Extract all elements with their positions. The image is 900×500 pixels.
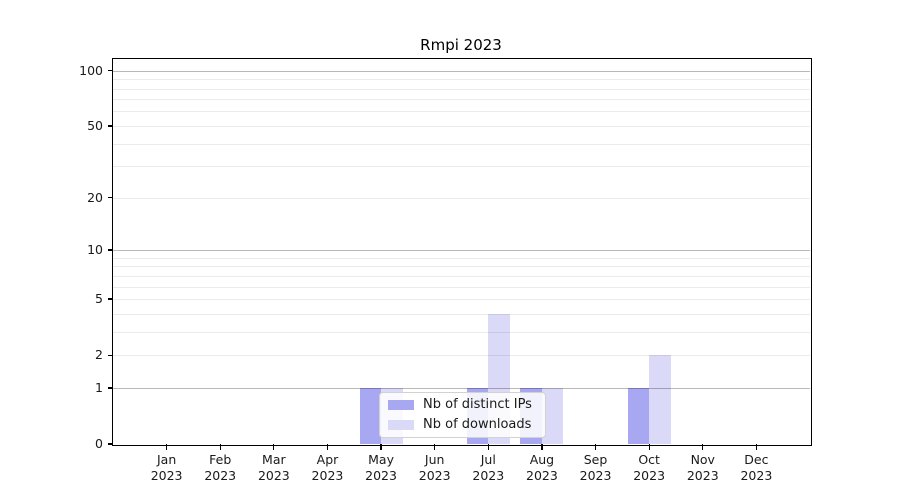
x-tick-year: 2023: [579, 467, 612, 483]
x-tick-month: Aug: [529, 452, 555, 467]
x-tick-label: Feb 2023: [192, 452, 248, 483]
x-axis-tick: [434, 444, 436, 450]
x-tick-year: 2023: [633, 467, 666, 483]
x-tick-label: Jul 2023: [460, 452, 516, 483]
bar-distinct-ips-oct: [627, 387, 650, 444]
x-tick-label: Oct 2023: [621, 452, 677, 483]
legend-item-distinct-ips: Nb of distinct IPs: [388, 398, 537, 412]
x-tick-year: 2023: [150, 467, 183, 483]
x-tick-year: 2023: [365, 467, 397, 483]
y-axis-tick: [107, 387, 113, 389]
y-axis-tick: [107, 354, 113, 356]
legend-item-downloads: Nb of downloads: [388, 418, 537, 432]
gridline-major: [113, 250, 810, 252]
y-tick-label: 20: [87, 189, 103, 205]
y-axis-tick: [107, 249, 113, 251]
gridline-minor: [113, 355, 810, 357]
gridline-minor: [113, 286, 810, 288]
x-tick-month: Nov: [690, 452, 715, 467]
x-tick-month: Oct: [638, 452, 660, 467]
gridline-major: [113, 70, 810, 72]
x-tick-month: Dec: [744, 452, 769, 467]
legend-label-downloads: Nb of downloads: [423, 417, 532, 432]
gridline-major: [113, 387, 810, 389]
x-tick-year: 2023: [472, 467, 505, 483]
bar-distinct-ips-may: [359, 387, 382, 444]
gridline-minor: [113, 88, 810, 90]
x-tick-label: Mar 2023: [246, 452, 302, 483]
y-axis-tick: [107, 298, 113, 300]
x-tick-label: Jun 2023: [407, 452, 463, 483]
gridline-minor: [113, 99, 810, 101]
gridline-minor: [113, 125, 810, 127]
x-tick-year: 2023: [204, 467, 237, 483]
x-tick-year: 2023: [418, 467, 451, 483]
legend-swatch-distinct-ips: [388, 400, 414, 410]
x-tick-month: May: [368, 452, 394, 467]
x-tick-label: Nov 2023: [675, 452, 731, 483]
legend: Nb of distinct IPs Nb of downloads: [379, 392, 546, 438]
bar-downloads-oct: [649, 355, 671, 444]
x-tick-year: 2023: [686, 467, 719, 483]
legend-swatch-downloads: [388, 420, 414, 430]
x-axis-tick: [219, 444, 221, 450]
x-axis-tick: [594, 444, 597, 450]
x-axis-tick: [755, 444, 757, 450]
x-axis-tick: [541, 444, 543, 450]
y-tick-label: 2: [95, 347, 103, 363]
y-axis-tick: [107, 197, 113, 199]
chart-title: Rmpi 2023: [420, 36, 502, 54]
gridline-minor: [113, 257, 810, 259]
y-axis-tick: [107, 125, 113, 127]
x-tick-label: May 2023: [353, 452, 409, 483]
x-tick-month: Feb: [209, 452, 232, 467]
x-tick-month: Jul: [480, 452, 496, 467]
x-tick-month: Jan: [156, 452, 177, 467]
gridline-minor: [113, 111, 810, 113]
x-tick-year: 2023: [740, 467, 773, 483]
x-axis-tick: [702, 444, 704, 450]
y-tick-label: 0: [95, 436, 103, 451]
gridline-minor: [113, 331, 810, 333]
x-axis-tick: [326, 444, 329, 450]
gridline-minor: [113, 79, 810, 81]
y-axis-tick: [107, 70, 113, 72]
y-tick-label: 100: [79, 62, 103, 78]
x-tick-month: Sep: [583, 452, 608, 467]
x-tick-month: Apr: [316, 452, 339, 467]
x-tick-label: Sep 2023: [568, 452, 624, 483]
x-axis-tick: [166, 444, 168, 450]
gridline-minor: [113, 166, 810, 168]
bar-downloads-aug: [541, 387, 564, 444]
gridline-minor: [113, 313, 810, 315]
x-tick-label: Dec 2023: [728, 452, 784, 483]
x-tick-label: Apr 2023: [299, 452, 355, 483]
gridline-minor: [113, 275, 810, 277]
y-tick-label: 5: [95, 291, 103, 307]
x-axis-tick: [273, 444, 275, 450]
x-axis-tick: [648, 444, 650, 450]
x-tick-month: Jun: [424, 452, 445, 467]
x-axis-tick: [487, 444, 489, 450]
x-tick-label: Aug 2023: [514, 452, 570, 483]
x-tick-year: 2023: [311, 467, 344, 483]
x-tick-month: Mar: [262, 452, 286, 467]
x-tick-year: 2023: [526, 467, 558, 483]
gridline-minor: [113, 266, 810, 268]
gridline-minor: [113, 143, 810, 145]
x-tick-year: 2023: [257, 467, 290, 483]
y-axis-tick: [107, 443, 113, 445]
y-tick-label: 1: [95, 379, 103, 395]
y-tick-label: 50: [87, 117, 103, 133]
x-tick-label: Jan 2023: [139, 452, 195, 483]
gridline-minor: [113, 299, 810, 301]
x-axis-tick: [380, 444, 382, 450]
y-tick-label: 10: [87, 242, 103, 258]
gridline-minor: [113, 197, 810, 199]
legend-label-distinct-ips: Nb of distinct IPs: [423, 397, 532, 412]
